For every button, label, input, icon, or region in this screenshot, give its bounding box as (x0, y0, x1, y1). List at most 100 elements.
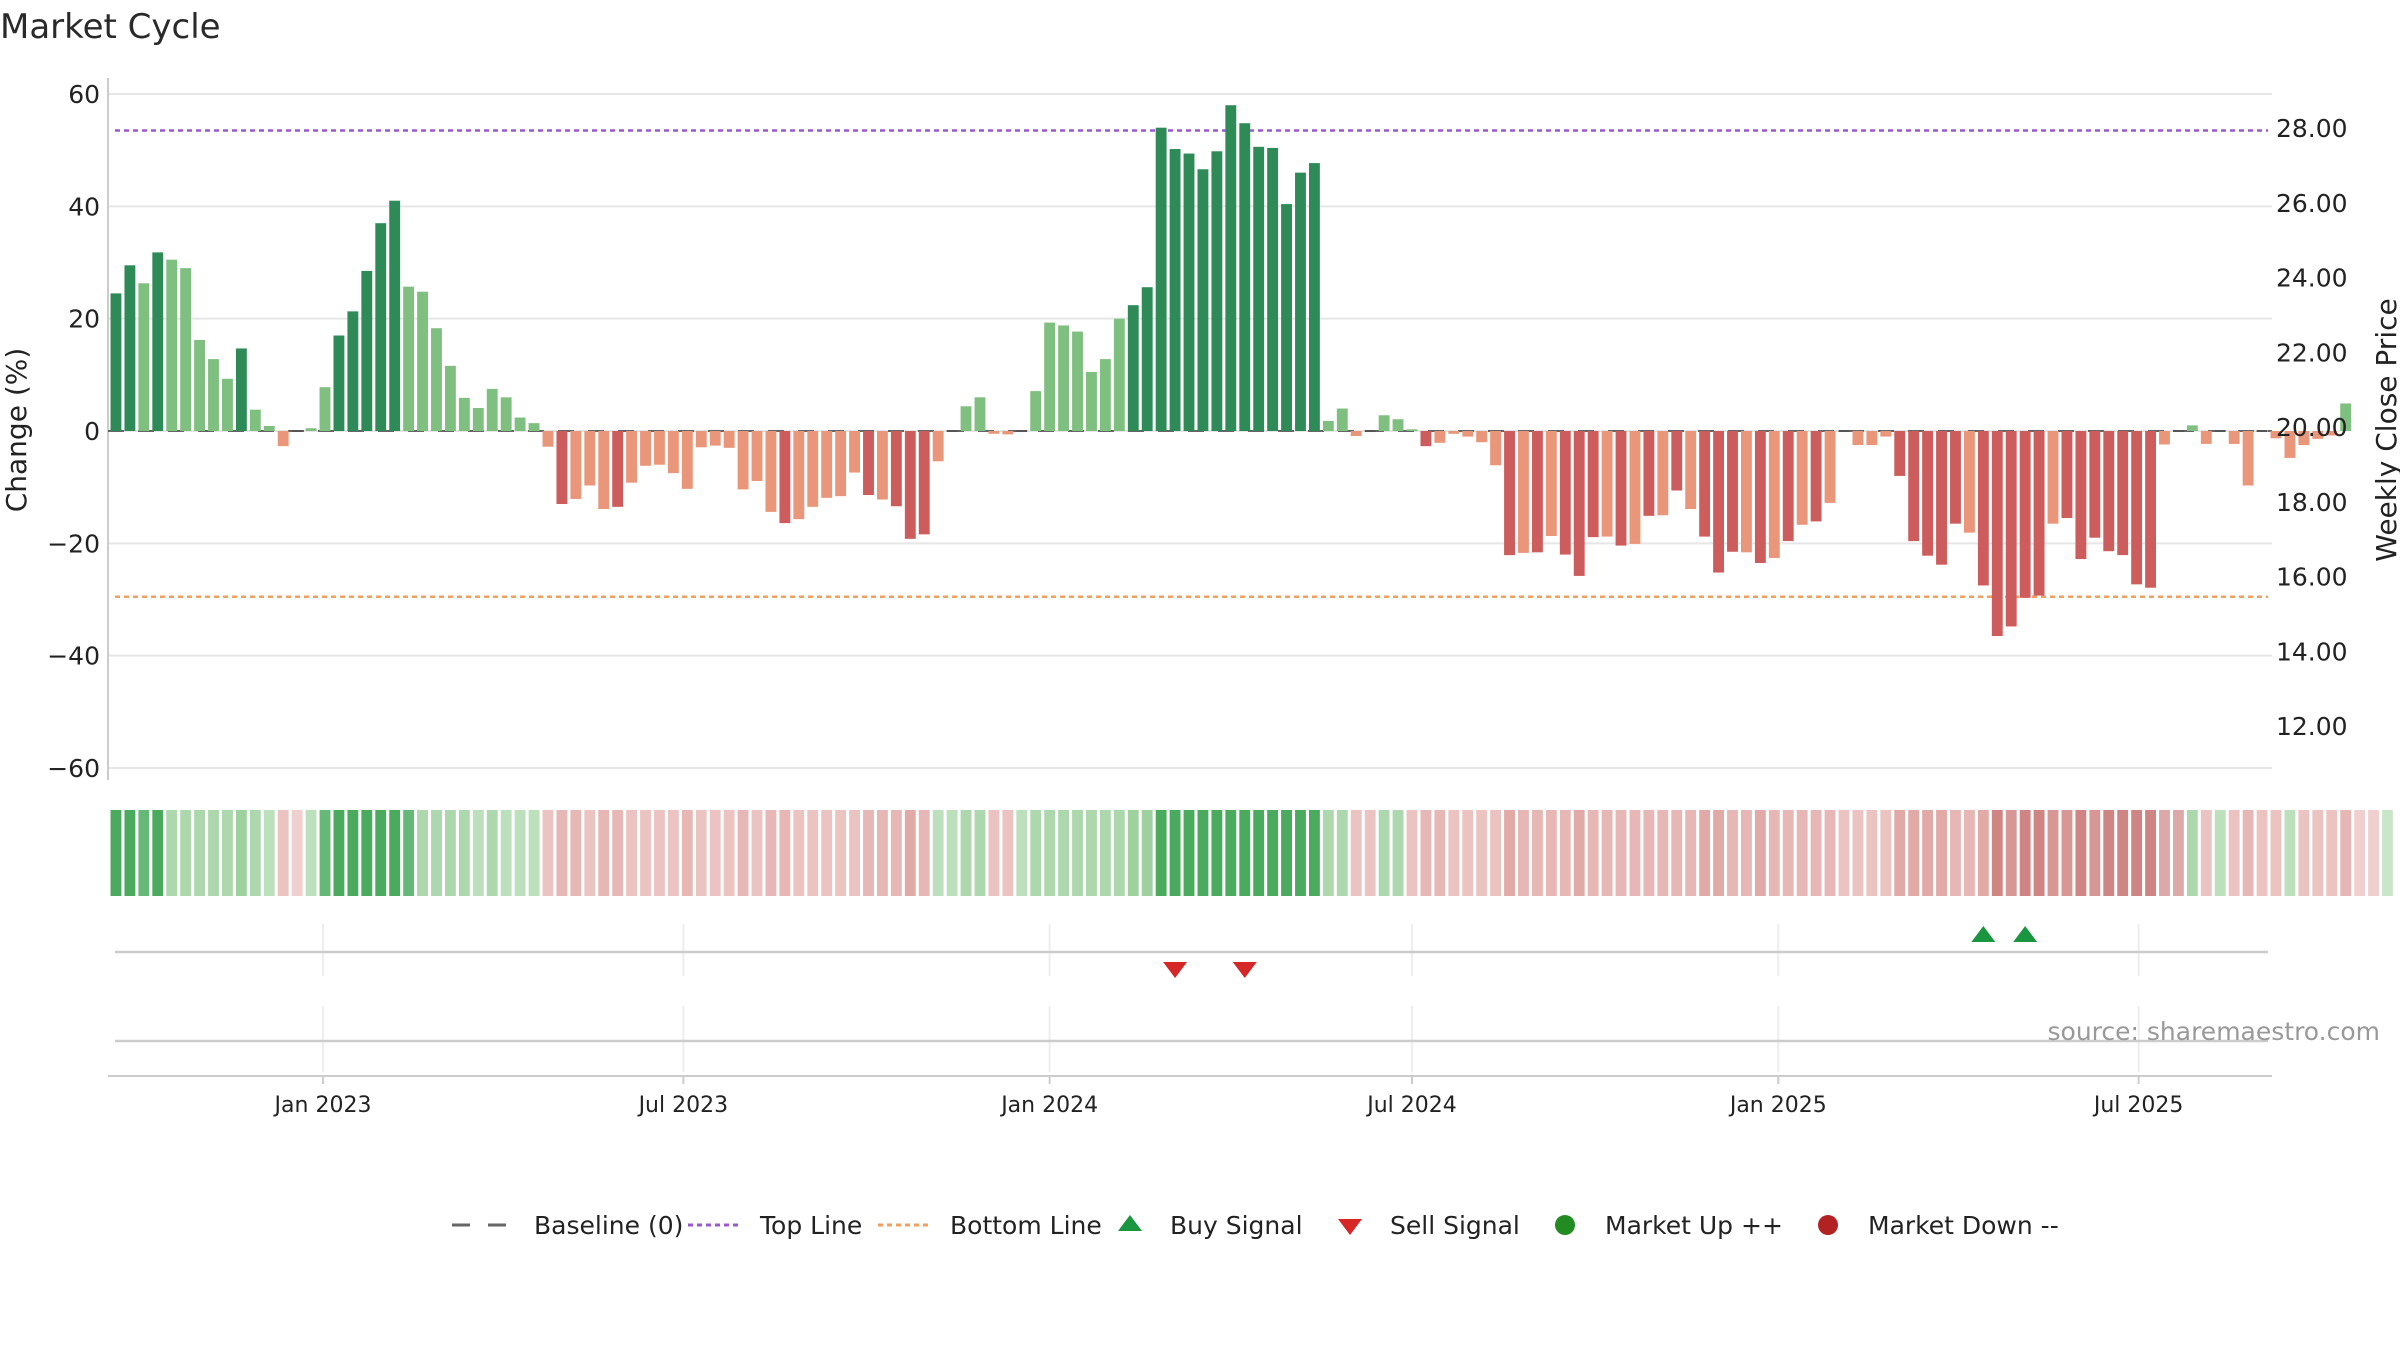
regime-cell (2172, 810, 2184, 896)
regime-cell (1434, 810, 1446, 896)
bar (2117, 431, 2129, 556)
y-tick-label-left: 0 (84, 417, 100, 446)
bar (1434, 431, 1446, 443)
bar (2256, 430, 2268, 432)
bar (626, 431, 638, 483)
regime-cell (1545, 810, 1557, 896)
bar (1141, 287, 1153, 431)
regime-cell (2075, 810, 2087, 896)
regime-cell (1127, 810, 1139, 896)
regime-strip (110, 810, 2393, 896)
bar (1977, 431, 1989, 586)
bar (2145, 431, 2156, 588)
regime-cell (2326, 810, 2338, 896)
bar (1183, 153, 1195, 431)
regime-cell (1531, 810, 1543, 896)
regime-cell (779, 810, 791, 896)
regime-cell (1936, 810, 1947, 896)
regime-cell (2033, 810, 2045, 896)
bar (1768, 431, 1780, 558)
y-tick-label-right: 24.00 (2276, 264, 2348, 293)
regime-cell (1490, 810, 1502, 896)
regime-cell (222, 810, 233, 896)
legend-sell-icon (1338, 1219, 1362, 1235)
bar (1713, 431, 1724, 573)
regime-cell (124, 810, 136, 896)
bar (2270, 431, 2282, 439)
y-tick-label-left: 40 (68, 192, 100, 221)
regime-cell (235, 810, 247, 896)
regime-cell (626, 810, 638, 896)
y-tick-label-left: −60 (47, 754, 100, 783)
regime-cell (1518, 810, 1529, 896)
bar (1253, 146, 1265, 431)
legend-market-up-icon (1555, 1215, 1575, 1235)
regime-cell (431, 810, 442, 896)
y-tick-label-right: 28.00 (2276, 114, 2348, 143)
x-tick-label: Jul 2024 (1365, 1093, 1457, 1118)
y-axis-right-label: Weekly Close Price (2370, 298, 2400, 561)
regime-cell (640, 810, 651, 896)
bar (2242, 431, 2254, 486)
bar (723, 431, 735, 448)
bar (765, 431, 777, 512)
legend-label: Buy Signal (1170, 1211, 1303, 1240)
bar (1922, 431, 1934, 556)
bar (486, 388, 498, 431)
bar (417, 291, 428, 431)
bar (2005, 431, 2017, 627)
y-tick-label-right: 16.00 (2276, 563, 2348, 592)
bar (110, 293, 122, 431)
regime-cell (751, 810, 763, 896)
bar (1267, 147, 1279, 432)
bar (960, 406, 972, 431)
regime-cell (1768, 810, 1780, 896)
bar (1225, 105, 1237, 431)
bar (2033, 431, 2045, 596)
regime-cell (1866, 810, 1878, 896)
regime-cell (2186, 810, 2198, 896)
bar (208, 359, 219, 431)
bar (1866, 431, 1878, 446)
bar (542, 431, 554, 447)
bar (1908, 431, 1920, 542)
bar (222, 378, 233, 431)
regime-cell (2368, 810, 2379, 896)
regime-cell (194, 810, 206, 896)
regime-cell (2061, 810, 2073, 896)
bar (1685, 431, 1697, 510)
bar (1894, 431, 1906, 476)
bar (1587, 431, 1599, 538)
regime-cell (1573, 810, 1585, 896)
bar (2284, 431, 2296, 458)
bar (194, 340, 206, 431)
y-tick-label-right: 14.00 (2276, 637, 2348, 666)
bar (1392, 419, 1404, 431)
bar (1796, 431, 1808, 525)
regime-cell (1169, 810, 1181, 896)
bar (1504, 431, 1515, 556)
bar (904, 431, 916, 539)
bar (1002, 431, 1014, 435)
bar (1754, 431, 1766, 563)
bar (835, 431, 847, 497)
regime-cell (1225, 810, 1237, 896)
bar (1629, 431, 1641, 544)
regime-cell (932, 810, 944, 896)
regime-cell (1141, 810, 1153, 896)
regime-cell (1601, 810, 1613, 896)
regime-cell (1713, 810, 1724, 896)
regime-cell (960, 810, 972, 896)
bar (1197, 169, 1209, 431)
bar (793, 431, 805, 520)
bar (472, 407, 484, 431)
regime-cell (1950, 810, 1961, 896)
regime-cell (1991, 810, 2003, 896)
regime-cell (1643, 810, 1655, 896)
regime-cell (723, 810, 735, 896)
sell-signal-marker (1232, 962, 1257, 978)
regime-cell (667, 810, 679, 896)
y-tick-label-left: 60 (68, 80, 100, 109)
regime-cell (556, 810, 568, 896)
bar (1657, 431, 1669, 516)
